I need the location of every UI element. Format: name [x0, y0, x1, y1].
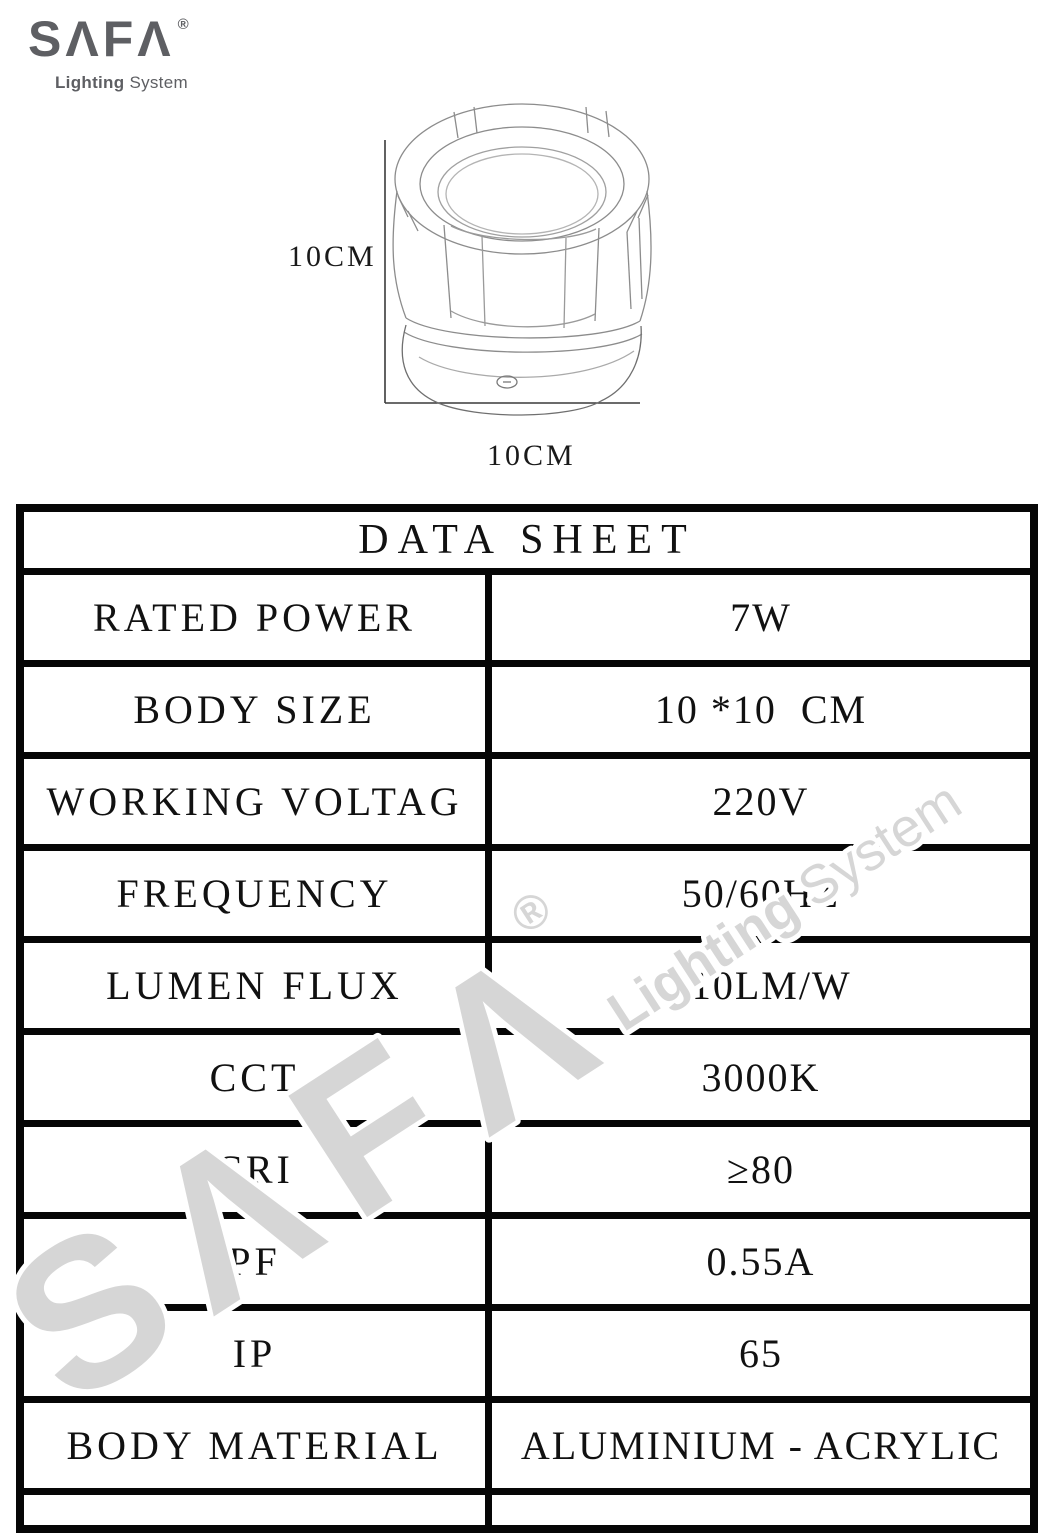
spec-label-rated-power: RATED POWER — [24, 575, 485, 660]
spec-label-pf: PF — [24, 1219, 485, 1304]
spec-value-pf: 0.55A — [492, 1219, 1030, 1304]
spec-value-frequency: 50/60HZ — [492, 851, 1030, 936]
spec-value-lumen-flux: 110LM/W — [492, 943, 1030, 1028]
product-line-drawing: 10CM 10CM — [288, 103, 652, 472]
datasheet-table: DATA SHEET RATED POWER 7W BODY SIZE 10 *… — [16, 504, 1038, 1533]
spec-value-cct: 3000K — [492, 1035, 1030, 1120]
dimension-lines — [384, 140, 640, 404]
clipped-row-right — [492, 1495, 1030, 1525]
dimension-width-label: 10CM — [487, 439, 576, 472]
spec-label-ip: IP — [24, 1311, 485, 1396]
tagline-regular: System — [129, 73, 188, 92]
spec-value-working-voltage: 220V — [492, 759, 1030, 844]
spec-label-frequency: FREQUENCY — [24, 851, 485, 936]
spec-label-body-size: BODY SIZE — [24, 667, 485, 752]
clipped-row-left — [24, 1495, 485, 1525]
spec-label-lumen-flux: LUMEN FLUX — [24, 943, 485, 1028]
brand-row: SΛFΛ ® — [28, 14, 189, 64]
spec-value-ip: 65 — [492, 1311, 1030, 1396]
spec-label-cri: CRI — [24, 1127, 485, 1212]
datasheet-title: DATA SHEET — [24, 512, 1030, 568]
logo: SΛFΛ ® Lighting System — [28, 14, 189, 93]
tagline-bold: Lighting — [55, 73, 125, 92]
spec-label-working-voltage: WORKING VOLTAG — [24, 759, 485, 844]
brand-tagline: Lighting System — [55, 73, 189, 93]
spec-value-body-size: 10 *10 CM — [492, 667, 1030, 752]
spec-label-cct: CCT — [24, 1035, 485, 1120]
spec-label-body-material: BODY MATERIAL — [24, 1403, 485, 1488]
spec-value-body-material: ALUMINIUM - ACRYLIC — [492, 1403, 1030, 1488]
registered-trademark-icon: ® — [177, 16, 189, 33]
spec-value-rated-power: 7W — [492, 575, 1030, 660]
spec-value-cri: ≥80 — [492, 1127, 1030, 1212]
brand-wordmark: SΛFΛ — [28, 11, 175, 67]
dimension-height-label: 10CM — [288, 240, 377, 273]
fixture-sketch — [392, 103, 652, 416]
